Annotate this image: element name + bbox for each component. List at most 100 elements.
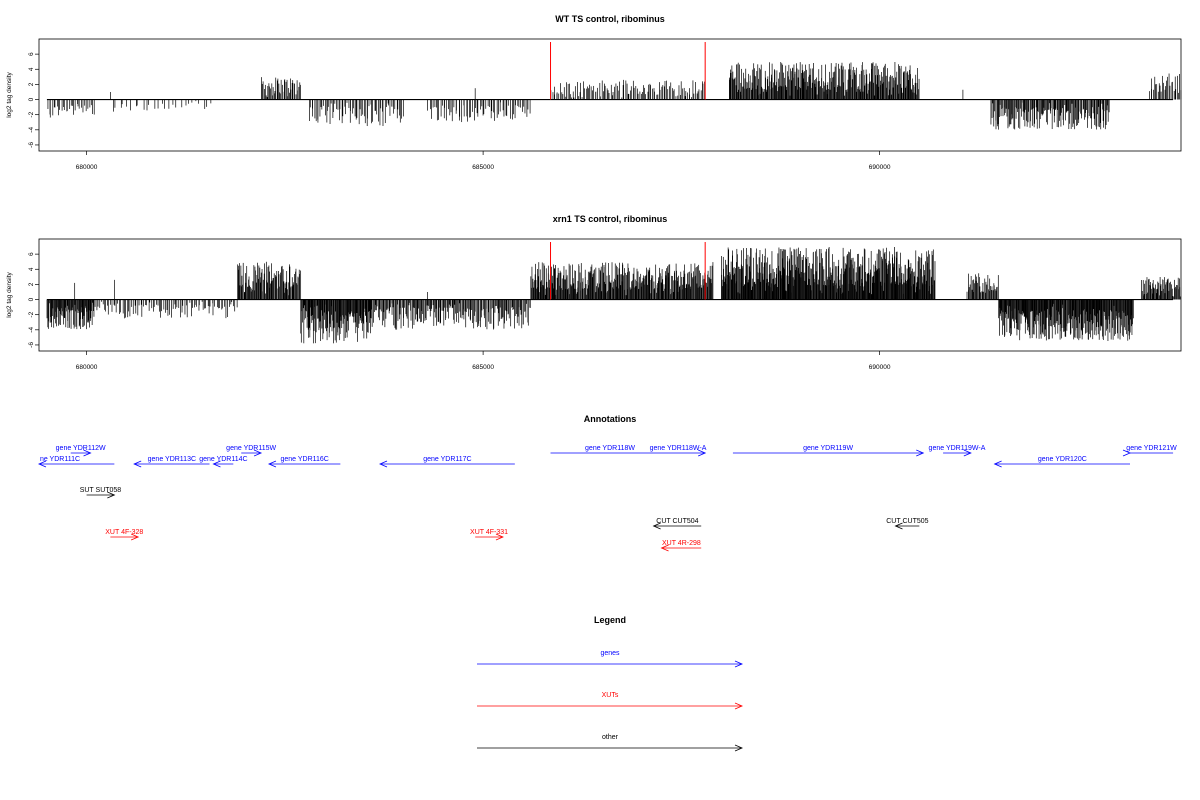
feature-label: XUT 4F-328 [105,529,143,536]
strand-arrow-icon [1122,449,1132,457]
strand-arrow-icon [83,449,92,457]
arrow-right-icon [734,660,744,668]
feature-label: gene YDR112W [56,445,106,452]
annotation-track: Annotations ne YDR111C gene YDR112W gene Y… [37,414,1177,552]
wt-y-axis: -6 -4 -2 0 2 4 6 [28,52,39,148]
feature-gene-ydr114c: gene YDR114C [199,456,248,468]
xrn1-coverage-bars [46,242,1181,344]
strand-arrow-icon [698,449,707,457]
wt-y-axis-label: log2 tag density [6,71,13,117]
y-tick-label: 0 [28,297,35,301]
feature-gene-ydr119w-a: gene YDR119W-A [929,445,986,457]
strand-arrow-icon [107,491,116,499]
feature-gene-ydr116c: gene YDR116C [267,456,341,468]
x-tick-label: 680000 [76,164,98,171]
strand-arrow-icon [130,533,140,541]
strand-arrow-icon [660,544,669,552]
y-tick-label: -2 [28,111,35,117]
y-tick-label: -4 [28,327,35,333]
wt-x-axis: 680000 685000 690000 [76,151,891,171]
legend: Legend genes XUTs other [477,615,744,752]
feature-gene-ydr119w: gene YDR119W [732,445,925,457]
feature-label: gene YDR113C [148,456,196,463]
y-tick-label: 2 [28,282,35,286]
strand-arrow-icon [212,460,221,468]
strand-arrow-icon [267,460,277,468]
y-tick-label: -4 [28,127,35,133]
wt-coverage-panel: WT TS control, ribominus log2 tag densit… [6,14,1182,171]
feature-label: gene YDR121W [1126,445,1177,452]
feature-label: SUT SUT058 [80,487,122,494]
feature-label: gene YDR115W [226,445,276,452]
legend-item-other: other [477,734,744,752]
strand-arrow-icon [963,449,972,457]
legend-title: Legend [594,615,626,625]
feature-xut-4r-298: XUT 4R-298 [660,540,702,552]
feature-sut-sut058: SUT SUT058 [80,487,122,499]
feature-gene-ydr118w: gene YDR118W [550,445,707,457]
feature-ne-ydr111c: ne YDR111C [37,456,115,468]
y-tick-label: -6 [28,142,35,148]
legend-label: other [602,734,619,741]
feature-label: gene YDR119W [803,445,853,452]
xrn1-y-axis-label: log2 tag density [6,271,13,317]
xrn1-plot-frame [38,238,1182,352]
strand-arrow-icon [993,460,1002,468]
feature-label: gene YDR117C [423,456,471,463]
feature-gene-ydr115w: gene YDR115W [226,445,277,457]
xrn1-panel-title: xrn1 TS control, ribominus [553,214,668,224]
legend-label: genes [600,650,620,657]
feature-gene-ydr121w: gene YDR121W [1122,445,1177,457]
feature-label: gene YDR119W-A [929,445,986,452]
xrn1-y-axis: -6 -4 -2 0 2 4 6 [28,252,39,348]
feature-label: gene YDR120C [1038,456,1087,463]
feature-label: ne YDR111C [40,456,80,463]
feature-gene-ydr112w: gene YDR112W [56,445,106,457]
xrn1-x-axis: 680000 685000 690000 [76,351,891,371]
feature-label: gene YDR114C [199,456,247,463]
feature-label: XUT 4R-298 [662,540,701,547]
feature-gene-ydr118w-a: gene YDR118W-A [650,445,707,452]
wt-plot-frame [38,38,1182,152]
feature-label: gene YDR116C [280,456,328,463]
x-tick-label: 685000 [472,364,494,371]
strand-arrow-icon [495,533,504,541]
y-tick-label: -6 [28,342,35,348]
feature-xut-4f-328: XUT 4F-328 [105,529,143,541]
x-tick-label: 685000 [472,164,494,171]
legend-label: XUTs [602,692,619,699]
strand-arrow-icon [133,460,142,468]
strand-arrow-icon [894,522,903,530]
feature-label: gene YDR118W [585,445,635,452]
x-tick-label: 680000 [76,364,98,371]
y-tick-label: 6 [28,52,35,56]
feature-label: gene YDR118W-A [650,445,707,452]
strand-arrow-icon [916,449,925,457]
feature-cut-cut505: CUT CUT505 [886,518,929,530]
feature-gene-ydr117c: gene YDR117C [378,456,515,468]
strand-arrow-icon [253,449,263,457]
strand-arrow-icon [378,460,388,468]
y-tick-label: 6 [28,252,35,256]
feature-label: CUT CUT505 [886,518,928,525]
feature-label: CUT CUT504 [656,518,698,525]
feature-xut-4f-331: XUT 4F-331 [470,529,508,541]
feature-cut-cut504: CUT CUT504 [652,518,702,530]
feature-gene-ydr120c: gene YDR120C [993,456,1130,468]
legend-item-genes: genes [477,650,744,668]
wt-panel-title: WT TS control, ribominus [555,14,665,24]
legend-item-xuts: XUTs [477,692,744,710]
y-tick-label: 2 [28,82,35,86]
strand-arrow-icon [37,460,47,468]
x-tick-label: 690000 [869,364,891,371]
strand-arrow-icon [652,522,661,530]
arrow-right-icon [734,744,744,752]
y-tick-label: 0 [28,97,35,101]
x-tick-label: 690000 [869,164,891,171]
y-tick-label: 4 [28,67,35,71]
arrow-right-icon [734,702,744,710]
xrn1-coverage-panel: xrn1 TS control, ribominus log2 tag dens… [6,214,1182,371]
feature-gene-ydr113c: gene YDR113C [133,456,210,468]
